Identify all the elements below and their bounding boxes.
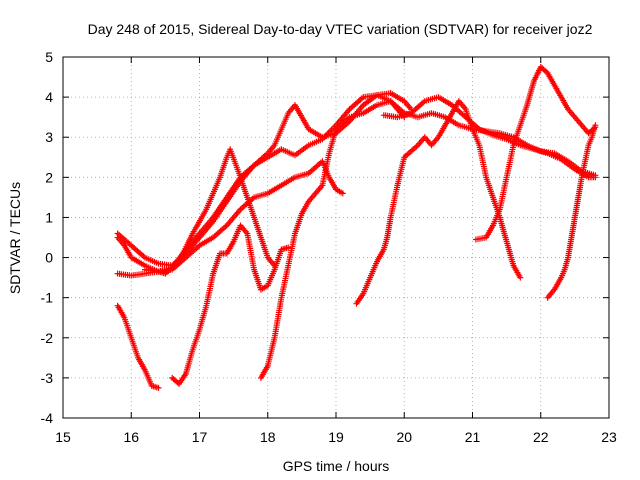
series-arc-8 — [353, 98, 524, 307]
x-tick-labels: 15 16 17 18 19 20 21 22 23 — [55, 429, 617, 445]
data-point — [155, 384, 162, 391]
series-arc-4 — [114, 158, 346, 279]
x-tick-label: 19 — [328, 429, 344, 445]
y-tick-label: 4 — [45, 89, 53, 105]
x-tick-label: 17 — [192, 429, 208, 445]
x-tick-label: 16 — [123, 429, 139, 445]
series-arc-1 — [114, 302, 162, 391]
y-tick-label: 2 — [45, 169, 53, 185]
data-point — [285, 244, 292, 251]
y-tick-label: -4 — [41, 410, 54, 426]
data-point — [592, 122, 599, 129]
chart-title: Day 248 of 2015, Sidereal Day-to-day VTE… — [88, 21, 593, 37]
y-tick-label: -3 — [41, 370, 54, 386]
y-tick-label: -1 — [41, 290, 54, 306]
x-tick-label: 23 — [601, 429, 617, 445]
x-tick-label: 22 — [533, 429, 549, 445]
y-axis-label: SDTVAR / TECUs — [7, 182, 23, 294]
series-arc-11 — [544, 122, 599, 301]
data-point — [271, 262, 278, 269]
x-tick-label: 21 — [465, 429, 481, 445]
y-tick-label: 5 — [45, 49, 53, 65]
series-arc-6 — [141, 92, 599, 275]
series-arc-10 — [472, 64, 599, 243]
y-tick-label: -2 — [41, 330, 54, 346]
y-tick-label: 0 — [45, 250, 53, 266]
x-tick-label: 15 — [55, 429, 71, 445]
axis-ticks — [62, 56, 610, 419]
y-tick-labels: -4 -3 -2 -1 0 1 2 3 4 5 — [41, 49, 54, 426]
x-tick-label: 18 — [260, 429, 276, 445]
data-points — [114, 64, 599, 391]
x-axis-label: GPS time / hours — [283, 458, 390, 474]
data-point — [339, 190, 346, 197]
data-point — [517, 274, 524, 281]
series-arc-7 — [257, 98, 408, 381]
x-tick-label: 20 — [396, 429, 412, 445]
series-arc-9 — [380, 94, 599, 181]
y-tick-label: 3 — [45, 129, 53, 145]
data-point — [592, 174, 599, 181]
y-tick-label: 1 — [45, 209, 53, 225]
